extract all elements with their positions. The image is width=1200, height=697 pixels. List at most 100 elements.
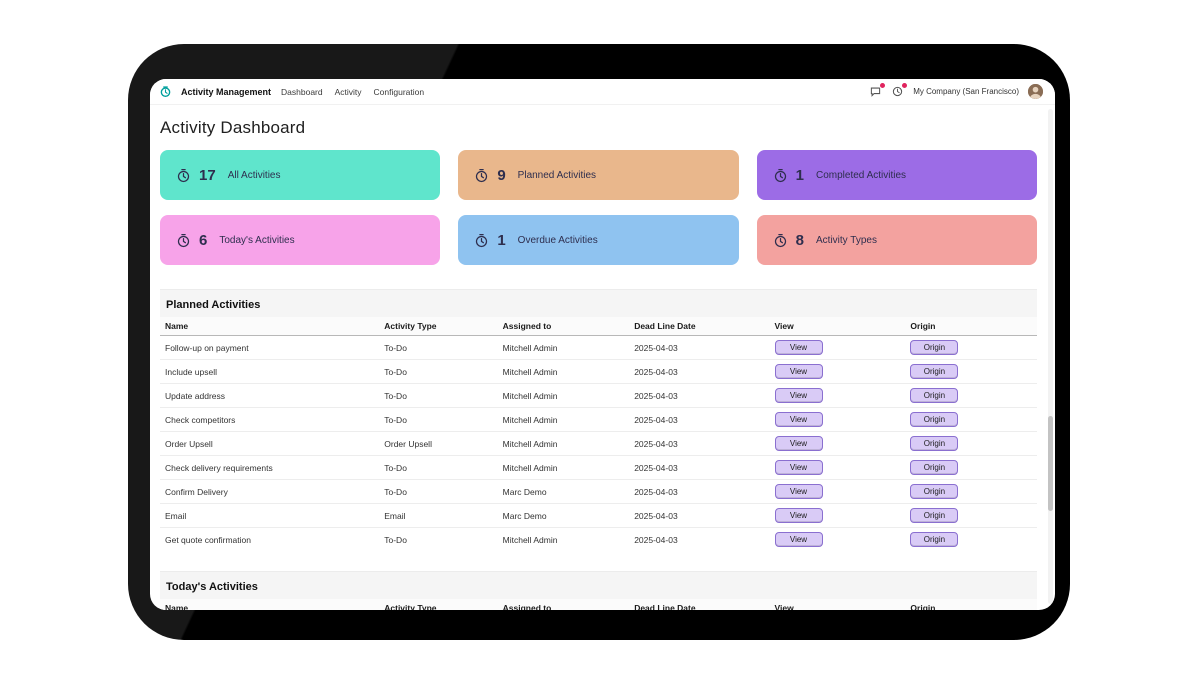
stat-label: Activity Types bbox=[816, 234, 877, 246]
deadline-date: 2025-04-03 bbox=[629, 455, 770, 480]
activity-type: To-Do bbox=[379, 455, 498, 480]
table-row: Confirm Delivery To-Do Marc Demo 2025-04-03… bbox=[160, 479, 1037, 504]
menu-item-configuration[interactable]: Configuration bbox=[373, 86, 425, 97]
origin-cell: Origin bbox=[905, 407, 1037, 432]
origin-button[interactable]: Origin bbox=[910, 364, 959, 379]
view-cell: View bbox=[769, 503, 906, 528]
column-header-view[interactable]: View bbox=[769, 599, 906, 610]
origin-button[interactable]: Origin bbox=[910, 412, 959, 427]
scrollbar-thumb[interactable] bbox=[1048, 415, 1053, 511]
app-logo-icon bbox=[160, 86, 171, 97]
origin-button[interactable]: Origin bbox=[910, 532, 959, 547]
vertical-scrollbar[interactable] bbox=[1048, 109, 1053, 604]
table-row: Include upsell To-Do Mitchell Admin 2025-04… bbox=[160, 359, 1037, 384]
view-button[interactable]: View bbox=[774, 340, 823, 355]
assigned-to: Mitchell Admin bbox=[497, 335, 630, 360]
table-row: Check delivery requirements To-Do Mitchell… bbox=[160, 455, 1037, 480]
stat-count: 17 bbox=[199, 166, 216, 184]
origin-cell: Origin bbox=[905, 431, 1037, 456]
stat-label: All Activities bbox=[227, 169, 281, 181]
activity-name: Check delivery requirements bbox=[160, 455, 380, 480]
menu-item-activity[interactable]: Activity bbox=[334, 86, 362, 97]
stat-label: Completed Activities bbox=[816, 169, 907, 181]
origin-button[interactable]: Origin bbox=[910, 508, 959, 523]
stat-count: 6 bbox=[199, 231, 208, 249]
column-header-origin[interactable]: Origin bbox=[905, 317, 1037, 336]
origin-button[interactable]: Origin bbox=[910, 484, 959, 499]
view-button[interactable]: View bbox=[774, 460, 823, 475]
column-header-deadline[interactable]: Dead Line Date bbox=[629, 317, 770, 336]
column-header-origin[interactable]: Origin bbox=[905, 599, 1037, 610]
dashboard-content: Activity Dashboard 17 All Activities 9 Plan… bbox=[150, 105, 1055, 610]
view-cell: View bbox=[769, 335, 906, 360]
menu-item-dashboard[interactable]: Dashboard bbox=[281, 86, 323, 97]
table-row: Get quote confirmation To-Do Mitchell Admi… bbox=[160, 527, 1037, 551]
messages-badge bbox=[879, 82, 887, 89]
stat-card-overdue-activities[interactable]: 1 Overdue Activities bbox=[458, 215, 739, 265]
origin-button[interactable]: Origin bbox=[910, 340, 959, 355]
origin-cell: Origin bbox=[905, 335, 1037, 360]
stat-card-completed-activities[interactable]: 1 Completed Activities bbox=[756, 150, 1037, 200]
activity-type: To-Do bbox=[379, 479, 498, 504]
todays-activities-section: Today's Activities Name Activity Type As… bbox=[160, 571, 1037, 610]
view-button[interactable]: View bbox=[774, 364, 823, 379]
activity-name: Confirm Delivery bbox=[160, 479, 380, 504]
todays-activities-table: Name Activity Type Assigned to Dead Line… bbox=[160, 599, 1037, 610]
assigned-to: Mitchell Admin bbox=[497, 383, 630, 408]
stat-card-activity-types[interactable]: 8 Activity Types bbox=[756, 215, 1037, 265]
assigned-to: Mitchell Admin bbox=[497, 431, 630, 456]
table-row: Follow-up on payment To-Do Mitchell Admin 2… bbox=[160, 335, 1037, 360]
activity-type: To-Do bbox=[379, 407, 498, 432]
column-header-activity-type[interactable]: Activity Type bbox=[379, 317, 498, 336]
view-cell: View bbox=[769, 455, 906, 480]
column-header-name[interactable]: Name bbox=[160, 317, 380, 336]
origin-button[interactable]: Origin bbox=[910, 460, 959, 475]
table-row: Update address To-Do Mitchell Admin 2025-04… bbox=[160, 383, 1037, 408]
view-button[interactable]: View bbox=[774, 412, 823, 427]
deadline-date: 2025-04-03 bbox=[629, 431, 770, 456]
table-header-row: Name Activity Type Assigned to Dead Line… bbox=[160, 599, 1037, 610]
clock-icon bbox=[176, 168, 191, 183]
view-cell: View bbox=[769, 527, 906, 551]
assigned-to: Marc Demo bbox=[497, 479, 630, 504]
page-title: Activity Dashboard bbox=[160, 118, 306, 137]
activity-name: Follow-up on payment bbox=[160, 335, 380, 360]
assigned-to: Mitchell Admin bbox=[497, 527, 630, 551]
stat-count: 1 bbox=[795, 166, 804, 184]
deadline-date: 2025-04-03 bbox=[629, 359, 770, 384]
activities-icon[interactable] bbox=[891, 82, 909, 98]
stat-card-all-activities[interactable]: 17 All Activities bbox=[160, 150, 441, 200]
company-switcher[interactable]: My Company (San Francisco) bbox=[913, 87, 1019, 96]
column-header-view[interactable]: View bbox=[769, 317, 906, 336]
assigned-to: Mitchell Admin bbox=[497, 455, 630, 480]
view-button[interactable]: View bbox=[774, 436, 823, 451]
origin-button[interactable]: Origin bbox=[910, 388, 959, 403]
origin-cell: Origin bbox=[905, 503, 1037, 528]
view-button[interactable]: View bbox=[774, 388, 823, 403]
activity-type: Email bbox=[379, 503, 498, 528]
column-header-assigned-to[interactable]: Assigned to bbox=[497, 317, 630, 336]
view-button[interactable]: View bbox=[774, 484, 823, 499]
assigned-to: Mitchell Admin bbox=[497, 359, 630, 384]
user-avatar[interactable] bbox=[1028, 84, 1043, 99]
section-title: Planned Activities bbox=[166, 299, 261, 311]
table-header-row: Name Activity Type Assigned to Dead Line… bbox=[160, 317, 1037, 336]
view-cell: View bbox=[769, 431, 906, 456]
clock-icon bbox=[474, 168, 489, 183]
planned-activities-section: Planned Activities Name Activity Type As… bbox=[160, 289, 1037, 551]
deadline-date: 2025-04-03 bbox=[629, 383, 770, 408]
column-header-assigned-to[interactable]: Assigned to bbox=[497, 599, 630, 610]
app-name[interactable]: Activity Management bbox=[181, 86, 272, 97]
clock-icon bbox=[773, 233, 788, 248]
view-button[interactable]: View bbox=[774, 508, 823, 523]
stat-card-today-s-activities[interactable]: 6 Today's Activities bbox=[160, 215, 441, 265]
column-header-deadline[interactable]: Dead Line Date bbox=[629, 599, 770, 610]
section-title-bar: Today's Activities bbox=[160, 572, 1037, 599]
column-header-activity-type[interactable]: Activity Type bbox=[379, 599, 498, 610]
section-title-bar: Planned Activities bbox=[160, 290, 1037, 317]
column-header-name[interactable]: Name bbox=[160, 599, 380, 610]
stat-card-planned-activities[interactable]: 9 Planned Activities bbox=[458, 150, 739, 200]
origin-button[interactable]: Origin bbox=[910, 436, 959, 451]
messages-icon[interactable] bbox=[869, 82, 887, 98]
view-button[interactable]: View bbox=[774, 532, 823, 547]
